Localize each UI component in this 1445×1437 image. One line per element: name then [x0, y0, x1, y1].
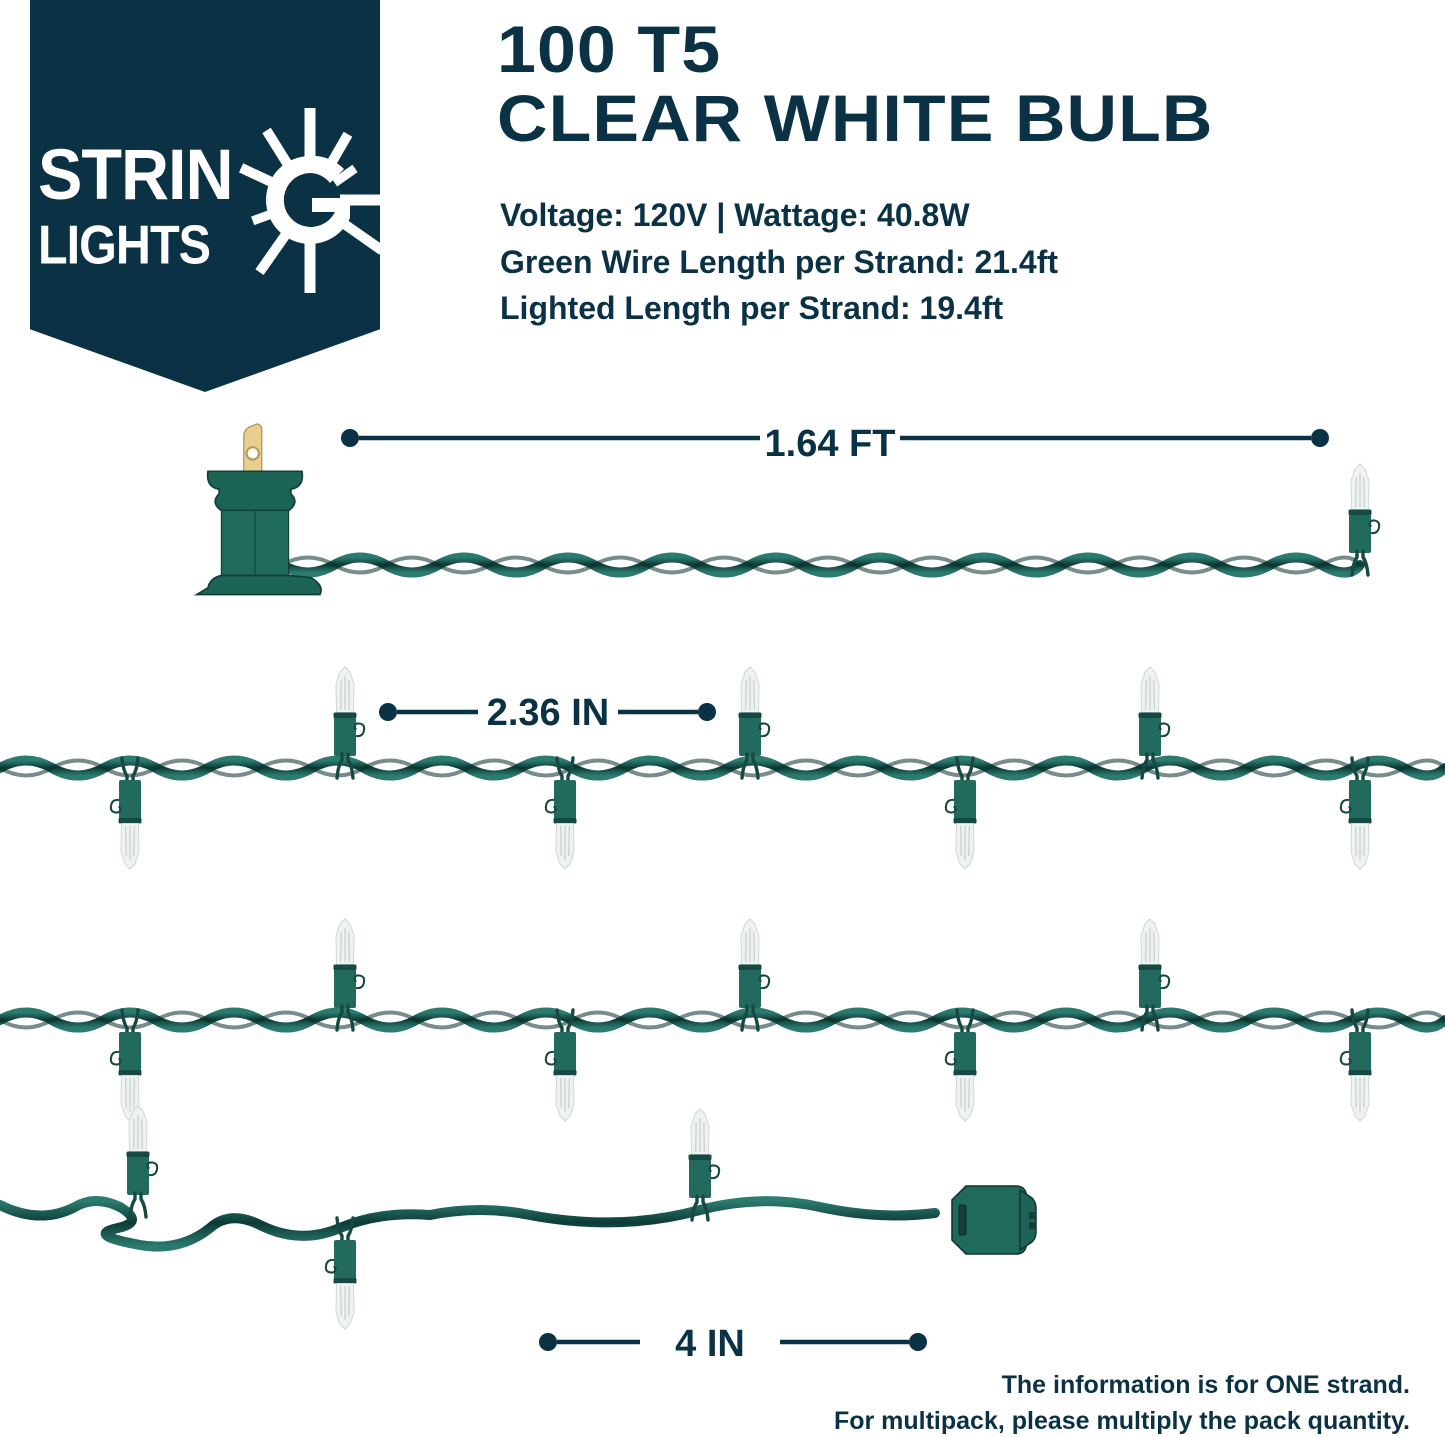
svg-text:4 IN: 4 IN [675, 1323, 745, 1365]
svg-text:2.36 IN: 2.36 IN [487, 692, 610, 734]
svg-text:1.64 FT: 1.64 FT [765, 423, 896, 465]
